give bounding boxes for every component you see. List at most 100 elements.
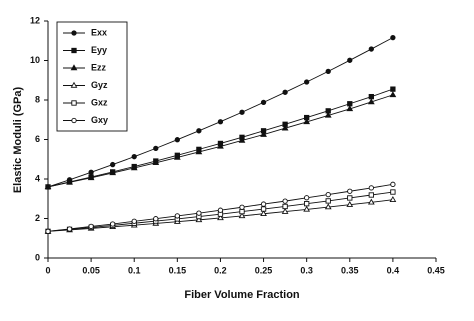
marker (260, 206, 267, 212)
marker (109, 169, 117, 176)
x-tick-label: 0.1 (128, 265, 141, 275)
legend-label: Exx (91, 27, 107, 37)
marker (45, 228, 51, 234)
legend-label: Gxy (91, 115, 108, 125)
marker (346, 200, 354, 207)
marker (324, 203, 332, 210)
x-tick-label: 0.35 (341, 265, 359, 275)
x-tick-label: 0.05 (82, 265, 100, 275)
marker (217, 119, 224, 125)
marker (195, 216, 203, 223)
marker (325, 198, 331, 204)
marker (367, 198, 375, 205)
marker (304, 201, 310, 207)
marker (282, 198, 288, 204)
marker (110, 221, 116, 227)
y-tick-label: 0 (35, 252, 40, 262)
marker (324, 111, 332, 118)
marker (260, 130, 267, 137)
marker (238, 136, 246, 143)
marker (390, 181, 396, 187)
legend-label: Gxz (91, 97, 108, 107)
marker (304, 79, 310, 85)
marker (71, 47, 77, 54)
marker (239, 208, 245, 215)
marker (260, 210, 267, 217)
marker (153, 216, 159, 222)
marker (390, 86, 396, 92)
marker (196, 128, 202, 134)
marker (347, 57, 353, 63)
marker (260, 99, 267, 106)
x-tick-label: 0.2 (214, 265, 227, 275)
marker (368, 185, 374, 191)
x-tick-label: 0.25 (255, 265, 273, 275)
marker (325, 68, 331, 75)
y-tick-label: 12 (30, 15, 40, 25)
marker (131, 154, 137, 160)
marker (66, 178, 73, 185)
marker (174, 137, 180, 143)
marker (88, 169, 94, 175)
marker (87, 174, 95, 181)
marker (130, 164, 138, 171)
marker (346, 105, 354, 112)
marker (174, 213, 180, 219)
marker (217, 207, 224, 213)
marker (152, 159, 160, 166)
marker (368, 192, 374, 198)
x-axis-title: Fiber Volume Fraction (184, 289, 300, 301)
y-tick-label: 8 (35, 94, 40, 104)
marker (110, 161, 116, 168)
marker (260, 201, 267, 207)
legend-box (56, 21, 128, 132)
marker (325, 191, 331, 198)
marker (390, 189, 396, 195)
marker (88, 223, 94, 230)
marker (368, 46, 374, 52)
y-tick-label: 6 (35, 134, 40, 144)
marker (368, 93, 374, 100)
marker (66, 226, 73, 232)
marker (304, 195, 310, 201)
x-tick-label: 0.4 (387, 265, 400, 275)
marker (239, 109, 245, 115)
legend-label: Gyz (91, 80, 108, 90)
marker (131, 218, 137, 224)
marker (44, 183, 52, 190)
y-tick-label: 4 (35, 173, 40, 183)
marker (217, 142, 224, 149)
marker (281, 124, 289, 131)
marker (347, 188, 353, 194)
y-axis-title: Elastic Moduli (GPa) (12, 86, 24, 193)
marker (347, 195, 353, 201)
x-tick-label: 0.45 (427, 265, 445, 275)
marker (153, 145, 159, 152)
marker (217, 214, 224, 221)
marker (303, 205, 311, 212)
marker (196, 210, 202, 216)
legend-label: Ezz (91, 62, 107, 72)
legend-label: Eyy (91, 45, 107, 55)
marker (71, 117, 77, 124)
marker (303, 118, 311, 125)
marker (239, 204, 245, 210)
x-tick-label: 0.3 (300, 265, 313, 275)
y-tick-label: 10 (30, 55, 40, 65)
marker (389, 91, 397, 98)
marker (390, 34, 396, 41)
marker (71, 100, 77, 106)
y-tick-label: 2 (35, 213, 40, 223)
marker (195, 148, 203, 155)
marker (281, 207, 289, 214)
marker (282, 89, 288, 95)
marker (71, 30, 77, 36)
marker (367, 98, 375, 105)
marker (70, 81, 78, 88)
x-tick-label: 0.15 (169, 265, 187, 275)
marker (70, 64, 78, 71)
marker (282, 203, 288, 210)
marker (389, 196, 397, 202)
marker (173, 153, 181, 160)
